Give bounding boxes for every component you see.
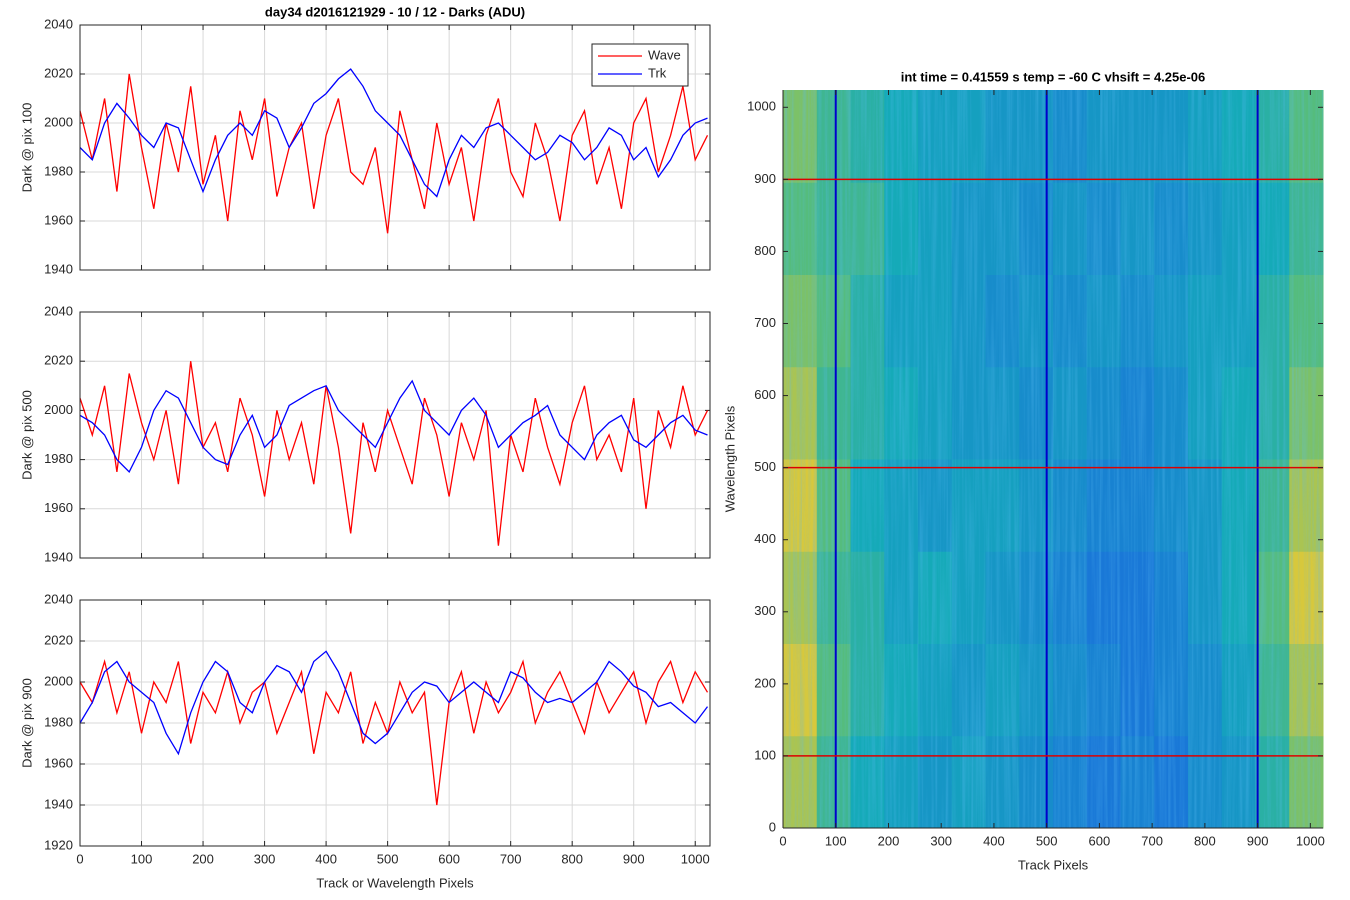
- series-line: [79, 68, 708, 198]
- y-tick-label: 2000: [44, 114, 73, 129]
- x-tick-label: 600: [1089, 833, 1111, 848]
- y-tick-label: 400: [754, 531, 776, 546]
- x-tick-label: 200: [192, 851, 214, 866]
- x-tick-label: 0: [779, 833, 786, 848]
- y-axis-label: Dark @ pix 500: [19, 390, 34, 480]
- y-tick-label: 1960: [44, 500, 73, 515]
- x-tick-label: 900: [623, 851, 645, 866]
- axes-frame: [79, 24, 711, 271]
- plot-area: [80, 312, 710, 558]
- y-tick-label: 1980: [44, 163, 73, 178]
- x-tick-label: 800: [1194, 833, 1216, 848]
- series-line: [79, 650, 709, 756]
- x-axis-label: Track Pixels: [1018, 857, 1089, 872]
- y-tick-label: 2020: [44, 65, 73, 80]
- x-tick-label: 300: [930, 833, 952, 848]
- x-tick-label: 600: [438, 851, 460, 866]
- axes-title: day34 d2016121929 - 10 / 12 - Darks (ADU…: [265, 4, 525, 19]
- y-tick-label: 1940: [44, 796, 73, 811]
- y-tick-label: 1980: [44, 714, 73, 729]
- axes-frame: [79, 311, 711, 559]
- y-tick-label: 1000: [747, 99, 776, 114]
- y-tick-label: 1920: [44, 837, 73, 852]
- y-axis-label: Dark @ pix 900: [19, 678, 34, 768]
- x-tick-label: 500: [377, 851, 399, 866]
- y-tick-label: 600: [754, 387, 776, 402]
- y-tick-label: 2040: [44, 303, 73, 318]
- x-tick-label: 700: [1141, 833, 1163, 848]
- legend-box: [591, 43, 689, 87]
- y-tick-label: 2040: [44, 16, 73, 31]
- axes-frame: [79, 599, 711, 847]
- y-tick-label: 1980: [44, 451, 73, 466]
- x-tick-label: 100: [825, 833, 847, 848]
- x-tick-label: 700: [500, 851, 522, 866]
- x-tick-label: 100: [131, 851, 153, 866]
- series-line: [79, 73, 709, 234]
- y-tick-label: 700: [754, 315, 776, 330]
- x-tick-label: 500: [1036, 833, 1058, 848]
- y-tick-label: 200: [754, 675, 776, 690]
- y-tick-label: 2000: [44, 673, 73, 688]
- y-tick-label: 1960: [44, 755, 73, 770]
- x-tick-label: 1000: [1296, 833, 1325, 848]
- y-tick-label: 900: [754, 171, 776, 186]
- x-tick-label: 200: [878, 833, 900, 848]
- y-tick-label: 100: [754, 747, 776, 762]
- x-tick-label: 300: [254, 851, 276, 866]
- y-tick-label: 800: [754, 243, 776, 258]
- series-line: [79, 361, 709, 546]
- series-line: [79, 659, 709, 806]
- x-tick-label: 0: [76, 851, 83, 866]
- axes-title: int time = 0.41559 s temp = -60 C vhsift…: [901, 69, 1206, 84]
- y-tick-label: 2000: [44, 402, 73, 417]
- x-tick-label: 400: [315, 851, 337, 866]
- texture: [783, 90, 1323, 828]
- x-tick-label: 400: [983, 833, 1005, 848]
- x-tick-label: 900: [1247, 833, 1269, 848]
- y-axis-label: Dark @ pix 100: [19, 103, 34, 193]
- y-tick-label: 2040: [44, 591, 73, 606]
- legend-label: Trk: [648, 65, 667, 80]
- y-tick-label: 500: [754, 459, 776, 474]
- y-tick-label: 300: [754, 603, 776, 618]
- x-axis-label: Track or Wavelength Pixels: [316, 875, 474, 890]
- legend-label: Wave: [648, 47, 681, 62]
- x-tick-label: 800: [561, 851, 583, 866]
- y-tick-label: 0: [769, 819, 776, 834]
- y-tick-label: 2020: [44, 353, 73, 368]
- y-tick-label: 1940: [44, 261, 73, 276]
- y-axis-label: Wavelength Pixels: [722, 405, 737, 512]
- x-tick-label: 1000: [681, 851, 710, 866]
- y-tick-label: 1960: [44, 212, 73, 227]
- y-tick-label: 2020: [44, 632, 73, 647]
- y-tick-label: 1940: [44, 549, 73, 564]
- legend: Wave Trk: [591, 43, 689, 87]
- series-line: [79, 379, 708, 473]
